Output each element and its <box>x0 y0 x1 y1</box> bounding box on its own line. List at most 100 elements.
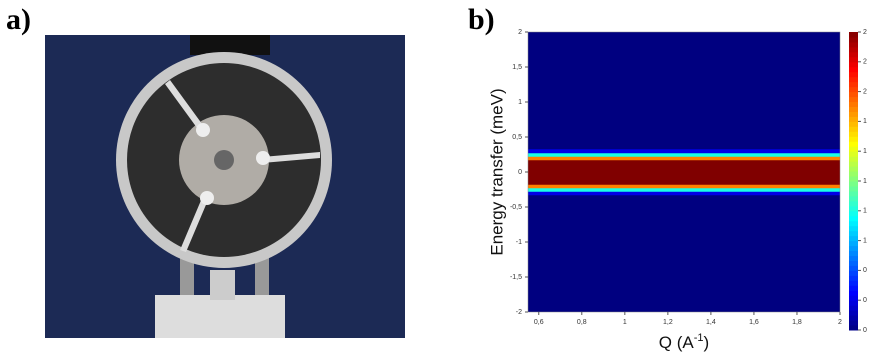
colorbar-segment <box>849 116 858 122</box>
y-tick-label: 1,5 <box>512 64 522 71</box>
colorbar-segment <box>849 56 858 63</box>
colorbar-segment <box>849 205 858 212</box>
colorbar-segment <box>849 51 858 58</box>
heat-cell <box>528 163 840 168</box>
x-tick-label: 1,8 <box>792 319 802 326</box>
colorbar-segment <box>849 295 858 301</box>
colorbar-segment <box>849 185 858 192</box>
colorbar-segment <box>849 76 858 83</box>
colorbar-segment <box>849 310 858 316</box>
colorbar-segment <box>849 325 858 331</box>
colorbar-segment <box>849 315 858 321</box>
y-tick-label: 0 <box>518 169 522 176</box>
y-tick-label: 0,5 <box>512 134 522 141</box>
x-tick-label: 1,4 <box>706 319 716 326</box>
colorbar-segment <box>849 161 858 167</box>
y-tick-label: 1 <box>518 99 522 106</box>
colorbar-tick-label: 1 <box>863 237 867 244</box>
colorbar-segment <box>849 240 858 247</box>
colorbar-segment <box>849 146 858 152</box>
y-tick-label: -0,5 <box>510 204 522 211</box>
colorbar-segment <box>849 260 858 266</box>
colorbar-tick-label: 2 <box>863 59 867 66</box>
y-tick-label: 2 <box>518 29 522 36</box>
colorbar-segment <box>849 225 858 232</box>
colorbar-tick-label: 1 <box>863 118 867 125</box>
colorbar-segment <box>849 270 858 276</box>
heat-cell <box>528 191 840 196</box>
colorbar-segment <box>849 71 858 78</box>
colorbar-segment <box>849 255 858 261</box>
x-axis-label: Q (A-1) <box>659 332 709 353</box>
heat-cell <box>528 187 840 192</box>
colorbar-segment <box>849 106 858 112</box>
colorbar-segment <box>849 136 858 142</box>
colorbar-tick-label: 1 <box>863 208 867 215</box>
heat-cell <box>528 180 840 185</box>
heat-cell <box>528 170 840 175</box>
colorbar-segment <box>849 41 858 48</box>
colorbar-segment <box>849 171 858 177</box>
colorbar-segment <box>849 195 858 202</box>
panel-label: a) <box>6 3 31 36</box>
y-axis-label: Energy transfer (meV) <box>487 88 506 255</box>
colorbar-segment <box>849 91 858 98</box>
colorbar-segment <box>849 126 858 132</box>
colorbar-segment <box>849 46 858 53</box>
heat-cell <box>528 166 840 171</box>
y-tick-label: -2 <box>516 309 522 316</box>
colorbar-tick-label: 1 <box>863 148 867 155</box>
colorbar-segment <box>849 265 858 271</box>
colorbar-tick-label: 0 <box>863 297 867 304</box>
colorbar-tick-label: 2 <box>863 29 867 36</box>
x-axis-label-part: Q (A <box>659 333 695 352</box>
colorbar-segment <box>849 131 858 137</box>
colorbar-segment <box>849 305 858 311</box>
colorbar-segment <box>849 166 858 172</box>
y-tick-label: -1,5 <box>510 274 522 281</box>
heat-cell <box>528 177 840 182</box>
colorbar-segment <box>849 290 858 296</box>
colorbar-segment <box>849 215 858 222</box>
colorbar-segment <box>849 250 858 256</box>
colorbar-segment <box>849 141 858 147</box>
colorbar-tick-label: 2 <box>863 88 867 95</box>
colorbar-segment <box>849 32 858 38</box>
colorbar-segment <box>849 101 858 107</box>
colorbar-segment <box>849 300 858 306</box>
colorbar-segment <box>849 111 858 117</box>
x-tick-label: 0,6 <box>534 319 544 326</box>
heat-cell <box>528 159 840 164</box>
panel-label: b) <box>468 3 495 36</box>
x-tick-label: 1,2 <box>663 319 673 326</box>
colorbar-segment <box>849 156 858 162</box>
colorbar-segment <box>849 66 858 73</box>
colorbar-segment <box>849 275 858 281</box>
colorbar-segment <box>849 151 858 157</box>
heat-cell <box>528 156 840 161</box>
colorbar-segment <box>849 220 858 227</box>
x-tick-label: 0,8 <box>577 319 587 326</box>
colorbar-segment <box>849 190 858 197</box>
colorbar-segment <box>849 280 858 286</box>
heat-cell <box>528 152 840 157</box>
heat-cell <box>528 149 840 154</box>
colorbar-segment <box>849 61 858 68</box>
colorbar-segment <box>849 36 858 43</box>
colorbar-segment <box>849 176 858 182</box>
colorbar-segment <box>849 200 858 207</box>
colorbar-segment <box>849 320 858 326</box>
colorbar-tick-label: 0 <box>863 327 867 334</box>
x-tick-label: 1 <box>623 319 627 326</box>
colorbar-segment <box>849 210 858 217</box>
heat-cell <box>528 184 840 189</box>
colorbar-segment <box>849 285 858 291</box>
colorbar-segment <box>849 230 858 237</box>
colorbar-segment <box>849 81 858 88</box>
colorbar-segment <box>849 86 858 93</box>
x-tick-label: 2 <box>838 319 842 326</box>
photo <box>45 35 405 338</box>
colorbar-tick-label: 1 <box>863 178 867 185</box>
heat-cell <box>528 173 840 178</box>
